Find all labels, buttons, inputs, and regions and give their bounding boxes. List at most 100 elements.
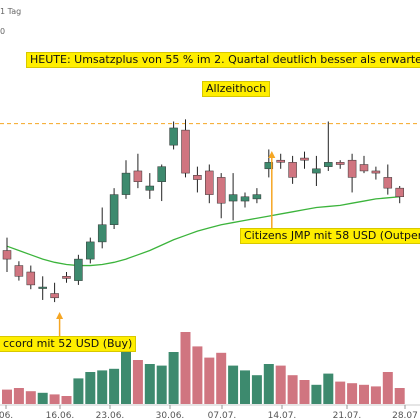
volume-bar — [13, 388, 24, 404]
corner-value: 0 — [0, 27, 5, 36]
headline-annotation: HEUTE: Umsatzplus von 55 % im 2. Quartal… — [26, 52, 420, 68]
accord-arrow — [56, 312, 64, 336]
volume-bar — [382, 372, 393, 404]
candle — [276, 153, 285, 169]
candle-body — [228, 194, 238, 202]
volume-bar — [97, 370, 108, 404]
candle-body — [205, 170, 214, 195]
candle-body — [335, 162, 345, 165]
candle-body — [145, 185, 155, 191]
candle-body — [264, 162, 274, 170]
candle — [335, 160, 345, 169]
volume-bar — [263, 364, 274, 404]
x-tick-label: 06. — [0, 411, 13, 420]
citizens-annotation: Citizens JMP mit 58 USD (Outperform) — [240, 228, 420, 244]
candle — [26, 265, 36, 290]
candle — [252, 188, 262, 204]
volume-bar — [109, 368, 120, 404]
volume-bar — [311, 384, 322, 404]
volume-bar — [228, 365, 239, 404]
candle-body — [347, 159, 357, 178]
candle — [240, 192, 250, 208]
volume-bar — [2, 389, 12, 404]
volume-bar — [156, 365, 167, 404]
volume-layer — [2, 332, 405, 404]
candle-body — [97, 224, 107, 243]
candle — [109, 188, 119, 229]
candle-body — [74, 258, 83, 281]
candle — [216, 173, 226, 219]
candle-body — [300, 157, 309, 161]
candle — [38, 276, 47, 300]
candle — [62, 272, 71, 283]
candle-body — [109, 194, 119, 225]
volume-bar — [61, 396, 72, 404]
candle — [74, 254, 83, 285]
candle — [205, 164, 214, 204]
candle — [371, 166, 381, 180]
volume-bar — [359, 384, 369, 404]
volume-bar — [240, 370, 250, 404]
candle-body — [133, 170, 143, 182]
candle-body — [252, 194, 262, 200]
candle — [359, 155, 369, 174]
candle — [14, 261, 24, 281]
moving-average-layer — [6, 196, 400, 267]
candle — [347, 153, 357, 193]
volume-bar — [370, 386, 381, 404]
x-tick-label: 16.06. — [46, 411, 75, 420]
candle — [264, 149, 274, 178]
x-tick-label: 14.07. — [268, 411, 297, 420]
volume-bar — [251, 375, 262, 404]
timeframe-label: 1 Tag — [0, 7, 21, 16]
arrows-layer — [56, 151, 276, 336]
ath-annotation: Allzeithoch — [202, 81, 271, 97]
candle — [86, 237, 95, 264]
candle — [395, 186, 404, 204]
candle — [2, 237, 12, 272]
volume-bar — [49, 394, 60, 404]
candle — [97, 207, 107, 249]
arrow-head — [56, 312, 64, 319]
candle — [157, 164, 166, 202]
candle — [169, 121, 178, 150]
candle-body — [26, 271, 36, 286]
candle — [145, 173, 155, 199]
candle-body — [62, 276, 71, 279]
volume-bar — [287, 375, 298, 404]
volume-bar — [37, 392, 48, 404]
volume-bar — [323, 373, 334, 404]
candle-body — [169, 127, 178, 146]
candle-body — [86, 241, 95, 260]
candle-body — [14, 265, 24, 277]
candle-body — [193, 175, 202, 180]
candle — [300, 151, 309, 169]
candle — [288, 155, 297, 184]
volume-bar — [168, 352, 179, 404]
candle-body — [50, 293, 59, 299]
candle-body — [121, 172, 131, 195]
candle-body — [359, 164, 369, 172]
candle-body — [216, 177, 226, 204]
candle-body — [38, 286, 47, 289]
volume-bar — [180, 332, 191, 404]
volume-bar — [216, 352, 227, 404]
candle — [228, 173, 238, 221]
x-axis-ticks: 06. 16.06. 23.06. 30.06. 07.07. 14.07. 21.07. 2… — [0, 405, 418, 420]
volume-bar — [394, 388, 405, 404]
volume-bar — [85, 372, 96, 404]
candle-body — [157, 166, 166, 182]
accord-annotation: ccord mit 52 USD (Buy) — [0, 336, 137, 352]
candle — [50, 282, 59, 303]
volume-bar — [204, 357, 215, 404]
volume-bar — [25, 391, 36, 404]
x-tick-label: 07.07. — [208, 411, 237, 420]
arrow-head — [268, 151, 276, 158]
candle-body — [276, 159, 285, 163]
candle-body — [181, 129, 190, 174]
volume-bar — [121, 344, 131, 404]
x-tick-label: 23.06. — [96, 411, 125, 420]
candle-body — [312, 168, 321, 174]
candle — [133, 153, 143, 189]
x-tick-label: 21.07. — [333, 411, 362, 420]
